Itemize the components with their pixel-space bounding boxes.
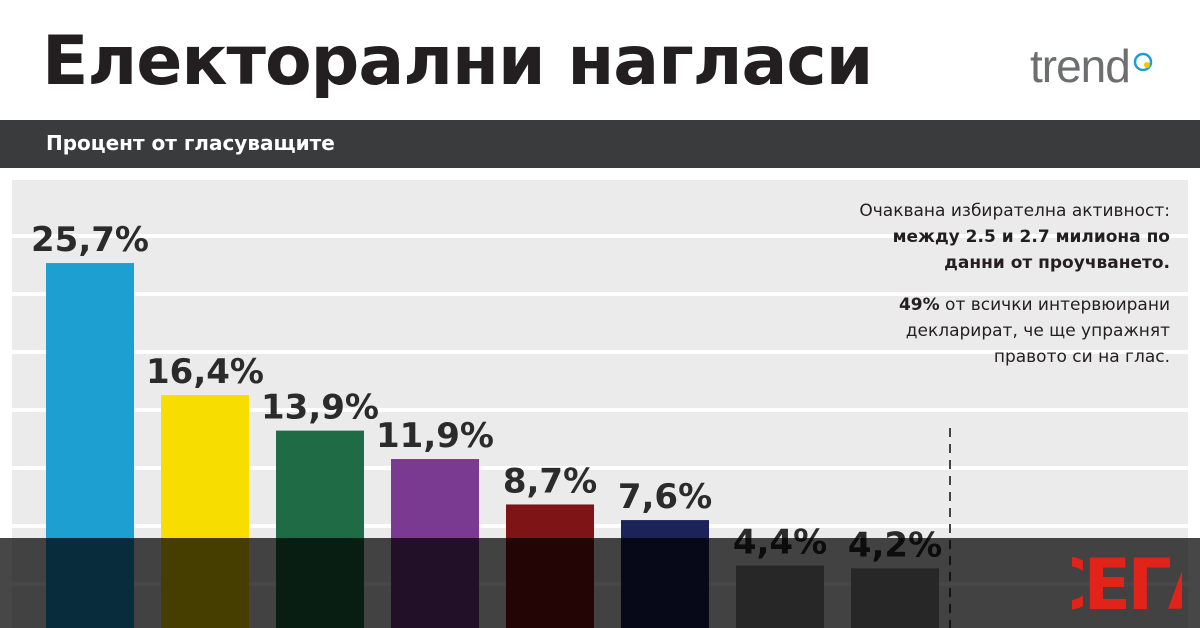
grid-stripe xyxy=(12,238,1188,292)
bar-value-label: 25,7% xyxy=(31,220,149,260)
declared-line-2: декларират, че ще упражнят xyxy=(905,321,1170,341)
sega-logo: СЕГА xyxy=(1072,545,1182,621)
turnout-line-1: Очаквана избирателна активност: xyxy=(859,201,1170,221)
grid-stripe xyxy=(12,180,1188,234)
bar-value-label: 8,7% xyxy=(503,461,597,501)
declared-paragraph: 49% от всички интервюирани декларират, ч… xyxy=(750,292,1170,370)
turnout-line-2: между 2.5 и 2.7 милиона по xyxy=(892,227,1170,247)
bar-value-label: 11,9% xyxy=(376,416,494,456)
bar-value-label: 13,9% xyxy=(261,388,379,428)
chart-title: Електорални нагласи xyxy=(42,22,873,101)
trend-logo: trend xyxy=(1030,40,1153,92)
sega-logo-text: СЕГА xyxy=(1072,545,1182,621)
trend-logo-dot-icon xyxy=(1133,52,1153,72)
declared-percent: 49% xyxy=(898,295,940,315)
grid-stripe xyxy=(12,296,1188,350)
turnout-note: Очаквана избирателна активност: между 2.… xyxy=(750,198,1170,386)
bar-value-label: 7,6% xyxy=(618,477,712,517)
bar-value-label: 16,4% xyxy=(146,352,264,392)
turnout-paragraph: Очаквана избирателна активност: между 2.… xyxy=(750,198,1170,276)
bottom-dark-overlay xyxy=(0,538,1200,628)
declared-line-1: от всички интервюирани xyxy=(945,295,1170,315)
trend-logo-accent-icon xyxy=(1144,62,1150,68)
declared-line-3: правото си на глас. xyxy=(993,347,1170,367)
trend-logo-text: trend xyxy=(1030,40,1130,92)
subtitle-bar: Процент от гласуващите xyxy=(0,120,1200,168)
chart-subtitle: Процент от гласуващите xyxy=(46,131,335,155)
turnout-line-3: данни от проучването. xyxy=(944,253,1170,273)
